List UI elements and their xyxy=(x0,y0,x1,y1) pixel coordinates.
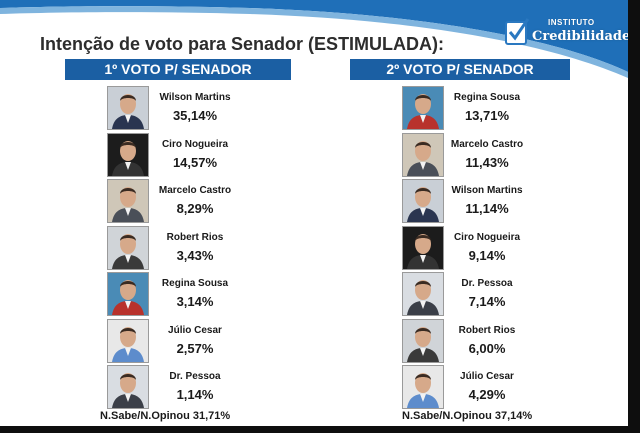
candidate-name: Marcelo Castro xyxy=(158,185,232,196)
candidate-photo xyxy=(107,272,149,316)
poll-slide: INSTITUTO Credibilidade Intenção de voto… xyxy=(0,0,628,426)
header-swoosh xyxy=(0,0,628,78)
candidate-photo xyxy=(402,86,444,130)
page-title: Intenção de voto para Senador (ESTIMULAD… xyxy=(40,34,445,54)
candidate-row: Dr. Pessoa 1,14% xyxy=(107,365,267,409)
candidate-photo xyxy=(107,179,149,223)
candidate-photo xyxy=(402,272,444,316)
candidate-name: Wilson Martins xyxy=(451,185,523,196)
first-vote-header: 1º VOTO P/ SENADOR xyxy=(65,59,291,80)
candidate-photo xyxy=(107,132,149,177)
candidate-percent: 3,14% xyxy=(176,294,214,309)
logo-small-text: INSTITUTO xyxy=(548,18,595,27)
candidate-name: Júlio Cesar xyxy=(168,324,222,336)
candidate-percent: 7,14% xyxy=(468,294,506,309)
candidate-name: Wilson Martins xyxy=(159,92,231,103)
candidate-photo xyxy=(107,86,149,130)
candidate-percent: 13,71% xyxy=(464,108,510,123)
candidate-percent: 8,29% xyxy=(176,201,214,216)
second-vote-header: 2º VOTO P/ SENADOR xyxy=(350,59,570,80)
candidate-row: Dr. Pessoa 7,14% xyxy=(402,272,562,316)
candidate-percent: 11,14% xyxy=(465,201,509,216)
checkmark-ballot-icon xyxy=(505,18,530,45)
candidate-row: Wilson Martins 35,14% xyxy=(107,86,267,130)
candidate-row: Marcelo Castro 8,29% xyxy=(107,179,267,223)
candidate-name: Dr. Pessoa xyxy=(169,371,221,382)
candidate-name: Júlio Cesar xyxy=(460,371,514,382)
candidate-row: Regina Sousa 3,14% xyxy=(107,272,267,316)
candidate-name: Regina Sousa xyxy=(161,278,229,289)
second-vote-undecided: N.Sabe/N.Opinou 37,14% xyxy=(402,410,533,422)
candidate-percent: 3,43% xyxy=(176,247,214,263)
candidate-row: Ciro Nogueira 14,57% xyxy=(107,132,267,177)
candidate-percent: 35,14% xyxy=(172,108,218,123)
candidate-photo xyxy=(402,318,444,363)
candidate-row: Wilson Martins 11,14% xyxy=(402,179,562,223)
candidate-percent: 4,29% xyxy=(468,387,506,402)
candidate-percent: 11,43% xyxy=(465,154,509,170)
candidate-percent: 6,00% xyxy=(468,340,506,356)
candidate-photo xyxy=(402,132,444,177)
candidate-photo xyxy=(402,365,444,409)
first-vote-undecided: N.Sabe/N.Opinou 31,71% xyxy=(100,410,231,422)
candidate-photo xyxy=(107,365,149,409)
candidate-name: Robert Rios xyxy=(166,231,224,243)
candidate-photo xyxy=(402,225,444,270)
candidate-row: Júlio Cesar 2,57% xyxy=(107,318,267,363)
candidate-row: Marcelo Castro 11,43% xyxy=(402,132,562,177)
candidate-row: Robert Rios 3,43% xyxy=(107,225,267,270)
candidate-percent: 9,14% xyxy=(468,247,506,263)
candidate-name: Ciro Nogueira xyxy=(161,138,229,150)
candidate-name: Marcelo Castro xyxy=(450,138,524,150)
candidate-photo xyxy=(402,179,444,223)
candidate-name: Regina Sousa xyxy=(453,92,521,103)
candidate-percent: 2,57% xyxy=(176,340,214,356)
candidate-name: Dr. Pessoa xyxy=(461,278,513,289)
candidate-photo xyxy=(107,225,149,270)
institute-logo: INSTITUTO Credibilidade xyxy=(500,12,628,50)
candidate-percent: 14,57% xyxy=(172,154,218,170)
candidate-row: Robert Rios 6,00% xyxy=(402,318,562,363)
candidate-percent: 1,14% xyxy=(176,387,214,402)
candidate-row: Ciro Nogueira 9,14% xyxy=(402,225,562,270)
candidate-name: Ciro Nogueira xyxy=(453,231,521,243)
logo-brand-text: Credibilidade xyxy=(532,29,628,44)
candidate-row: Júlio Cesar 4,29% xyxy=(402,365,562,409)
candidate-photo xyxy=(107,318,149,363)
candidate-name: Robert Rios xyxy=(458,324,516,336)
candidate-row: Regina Sousa 13,71% xyxy=(402,86,562,130)
